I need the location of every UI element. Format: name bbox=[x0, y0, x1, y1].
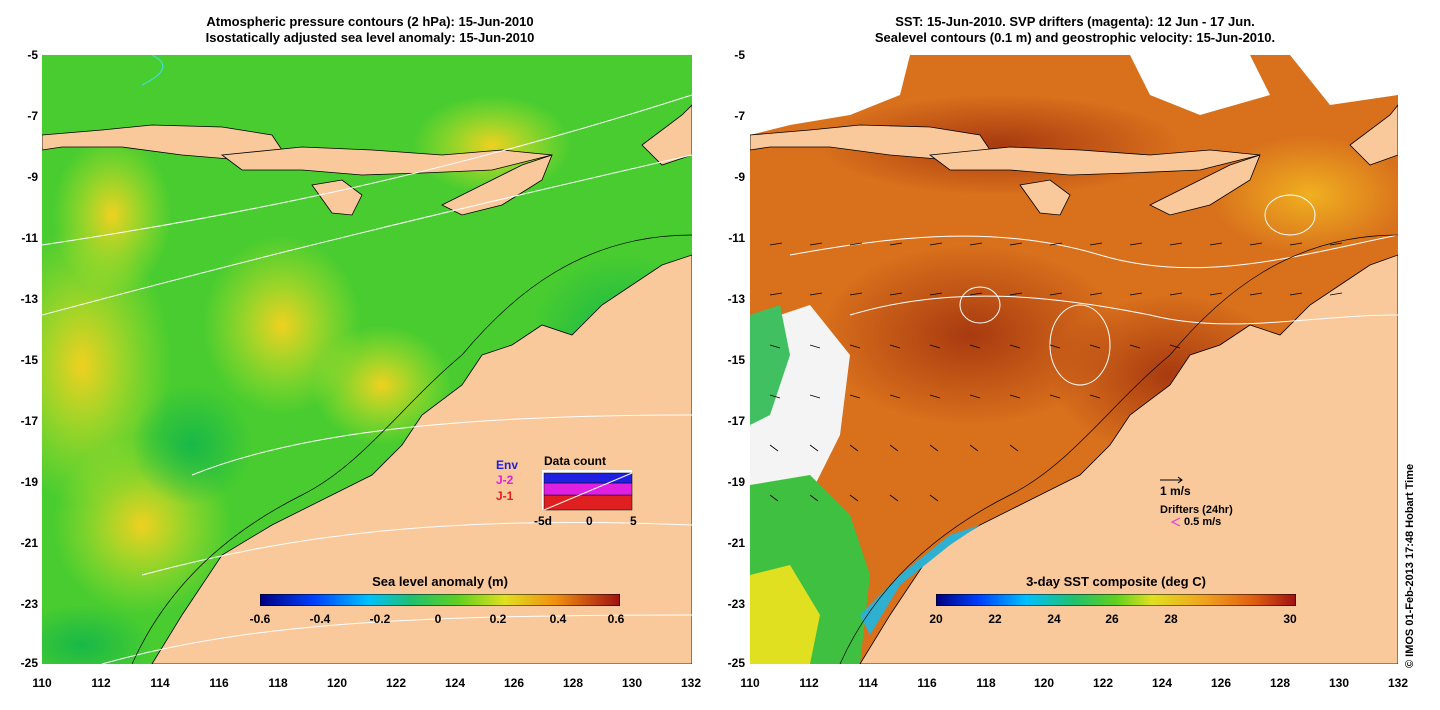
right-colorbar bbox=[936, 594, 1296, 606]
left-colorbar-tick: 0.4 bbox=[549, 612, 567, 626]
right-y-tick: -25 bbox=[727, 656, 745, 670]
left-colorbar-tick: 0 bbox=[434, 612, 442, 626]
right-colorbar-tick: 24 bbox=[1047, 612, 1061, 626]
left-colorbar-tick: -0.2 bbox=[369, 612, 391, 626]
right-colorbar-tick: 20 bbox=[929, 612, 943, 626]
left-colorbar-tick: -0.4 bbox=[309, 612, 331, 626]
left-x-tick: 118 bbox=[268, 676, 288, 690]
left-y-tick: -13 bbox=[20, 292, 38, 306]
right-x-tick: 130 bbox=[1328, 676, 1350, 690]
right-y-tick: -7 bbox=[734, 109, 745, 123]
left-x-tick: 114 bbox=[150, 676, 170, 690]
left-x-tick: 116 bbox=[209, 676, 229, 690]
left-y-tick: -5 bbox=[27, 48, 38, 62]
right-title-line2: Sealevel contours (0.1 m) and geostrophi… bbox=[874, 30, 1276, 45]
velocity-arrows bbox=[769, 242, 1343, 502]
left-colorbar-tick: 0.6 bbox=[607, 612, 625, 626]
left-colorbar bbox=[260, 594, 620, 606]
right-x-tick: 124 bbox=[1151, 676, 1173, 690]
data-count-legend-j1: J-1 bbox=[496, 489, 514, 503]
velocity-scale-label: 1 m/s bbox=[1160, 484, 1191, 498]
imos-credit: © IMOS 01-Feb-2013 17:48 Hobart Time bbox=[1404, 463, 1416, 668]
left-x-tick: 132 bbox=[680, 676, 702, 690]
left-y-tick: -9 bbox=[27, 170, 38, 184]
left-x-tick: 124 bbox=[444, 676, 466, 690]
drifters-title: Drifters (24hr) bbox=[1160, 504, 1233, 516]
right-colorbar-tick: 30 bbox=[1283, 612, 1297, 626]
left-y-tick: -17 bbox=[20, 414, 38, 428]
left-colorbar-tick: 0.2 bbox=[489, 612, 507, 626]
data-count-xtick: -5d bbox=[534, 514, 552, 528]
right-x-tick: 122 bbox=[1092, 676, 1114, 690]
right-x-tick: 114 bbox=[858, 676, 878, 690]
right-y-tick: -11 bbox=[728, 231, 745, 245]
left-x-tick: 120 bbox=[326, 676, 348, 690]
right-y-tick: -21 bbox=[727, 536, 745, 550]
right-y-tick: -23 bbox=[727, 597, 745, 611]
right-y-tick: -17 bbox=[727, 414, 745, 428]
left-title-line2: Isostatically adjusted sea level anomaly… bbox=[205, 30, 535, 45]
data-count-xtick: 5 bbox=[630, 514, 637, 528]
left-y-tick: -21 bbox=[20, 536, 38, 550]
right-x-tick: 118 bbox=[976, 676, 996, 690]
right-x-tick: 126 bbox=[1210, 676, 1232, 690]
data-count-legend-j2: J-2 bbox=[496, 473, 514, 487]
right-y-tick: -13 bbox=[727, 292, 745, 306]
right-x-tick: 110 bbox=[740, 676, 760, 690]
right-colorbar-tick: 26 bbox=[1105, 612, 1119, 626]
left-colorbar-tick: -0.6 bbox=[249, 612, 271, 626]
right-colorbar-tick: 22 bbox=[988, 612, 1002, 626]
right-x-tick: 116 bbox=[917, 676, 937, 690]
left-y-tick: -25 bbox=[20, 656, 38, 670]
right-y-tick: -15 bbox=[727, 353, 745, 367]
left-y-tick: -19 bbox=[20, 475, 38, 489]
right-y-tick: -9 bbox=[734, 170, 745, 184]
data-count-xtick: 0 bbox=[586, 514, 593, 528]
data-count-legend-env: Env bbox=[496, 458, 519, 472]
right-colorbar-label: 3-day SST composite (deg C) bbox=[1026, 574, 1206, 589]
data-count-bars bbox=[543, 472, 633, 511]
right-x-tick: 112 bbox=[799, 676, 819, 690]
left-x-tick: 122 bbox=[385, 676, 407, 690]
left-map[interactable] bbox=[42, 55, 692, 664]
right-colorbar-tick: 28 bbox=[1164, 612, 1178, 626]
right-x-tick: 120 bbox=[1033, 676, 1055, 690]
data-count-title: Data count bbox=[544, 454, 607, 468]
left-x-tick: 130 bbox=[621, 676, 643, 690]
left-y-tick: -23 bbox=[20, 597, 38, 611]
right-x-tick: 132 bbox=[1387, 676, 1409, 690]
left-x-tick: 126 bbox=[503, 676, 525, 690]
left-x-tick: 128 bbox=[562, 676, 584, 690]
left-title-line1: Atmospheric pressure contours (2 hPa): 1… bbox=[206, 14, 534, 29]
left-y-tick: -15 bbox=[20, 353, 38, 367]
left-y-tick: -11 bbox=[21, 231, 38, 245]
right-y-tick: -19 bbox=[727, 475, 745, 489]
drifters-scale-label: 0.5 m/s bbox=[1184, 516, 1222, 528]
left-x-tick: 110 bbox=[32, 676, 52, 690]
right-x-tick: 128 bbox=[1269, 676, 1291, 690]
left-colorbar-label: Sea level anomaly (m) bbox=[372, 574, 508, 589]
right-y-tick: -5 bbox=[734, 48, 745, 62]
left-x-tick: 112 bbox=[91, 676, 111, 690]
right-title-line1: SST: 15-Jun-2010. SVP drifters (magenta)… bbox=[895, 14, 1255, 29]
right-map[interactable] bbox=[750, 55, 1398, 664]
left-y-tick: -7 bbox=[27, 109, 38, 123]
